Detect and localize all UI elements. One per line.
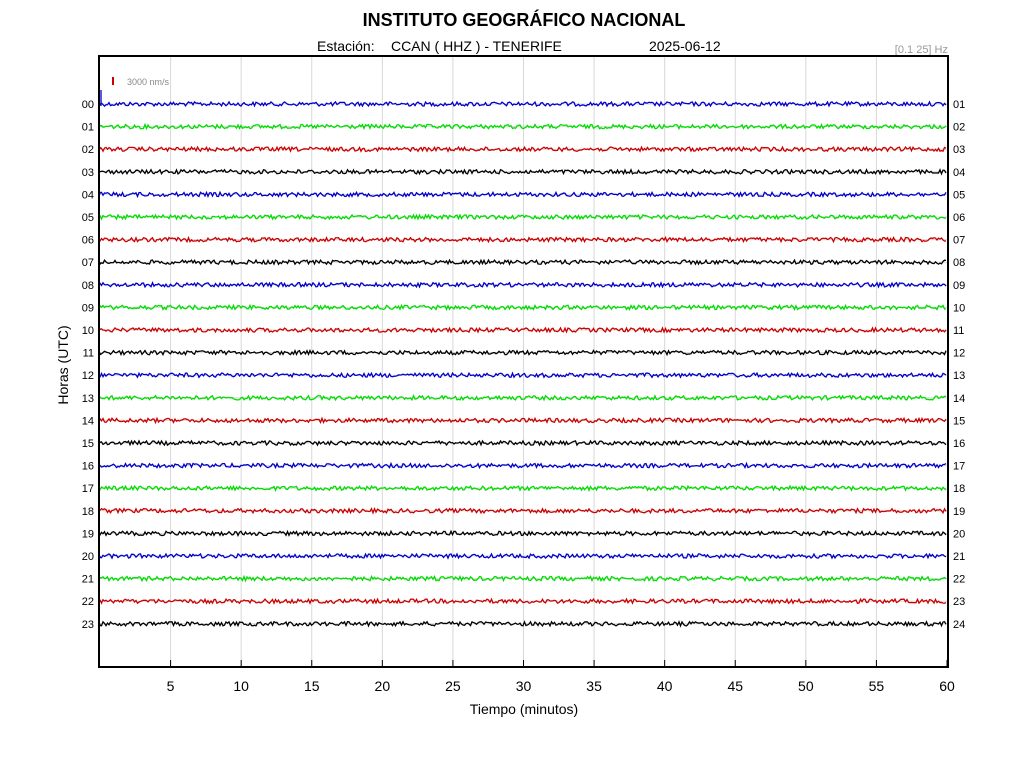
hour-label-right: 11	[953, 325, 964, 337]
hour-label-left: 02	[82, 144, 94, 156]
hour-label-left: 08	[82, 280, 94, 292]
x-tick-label: 35	[586, 678, 602, 694]
x-axis-ticks: 5 10 15 20 25 30 35 40 45 50 55 60	[167, 660, 955, 694]
station-label: CCAN ( HHZ ) - TENERIFE	[391, 38, 562, 54]
trace-15	[99, 439, 947, 447]
trace-10	[99, 326, 947, 334]
filter-band-label: [0.1 25] Hz	[895, 44, 948, 56]
hour-label-left: 09	[82, 302, 94, 314]
traces	[99, 90, 947, 628]
hour-label-right: 21	[953, 551, 965, 563]
x-tick-label: 5	[167, 678, 175, 694]
trace-09	[99, 303, 947, 312]
hour-label-right: 01	[953, 99, 965, 111]
hour-label-right: 02	[953, 122, 965, 134]
hour-label-right: 14	[953, 393, 965, 405]
hour-label-right: 07	[953, 235, 965, 247]
hour-label-right: 16	[953, 438, 965, 450]
scale-label: 3000 nm/s	[127, 77, 170, 87]
hour-label-left: 13	[82, 393, 94, 405]
trace-00	[99, 100, 947, 108]
x-tick-label: 55	[869, 678, 885, 694]
hour-label-left: 17	[82, 483, 94, 495]
hour-label-right: 20	[953, 528, 965, 540]
x-tick-label: 10	[233, 678, 249, 694]
hour-label-left: 10	[82, 325, 94, 337]
y-axis-label: Horas (UTC)	[55, 325, 71, 404]
x-tick-label: 60	[939, 678, 955, 694]
hour-label-right: 09	[953, 280, 965, 292]
hour-label-right: 03	[953, 144, 965, 156]
hour-label-left: 01	[82, 122, 94, 134]
hour-label-left: 05	[82, 212, 94, 224]
hour-label-left: 23	[82, 619, 94, 631]
x-tick-label: 40	[657, 678, 673, 694]
hour-label-left: 15	[82, 438, 94, 450]
hour-label-left: 11	[83, 348, 94, 360]
trace-20	[99, 552, 947, 560]
x-tick-label: 30	[516, 678, 532, 694]
hour-label-left: 06	[82, 235, 94, 247]
trace-11	[99, 348, 947, 357]
station-prefix: Estación:	[317, 38, 375, 54]
trace-02	[99, 145, 947, 153]
hour-label-left: 00	[82, 99, 94, 111]
hour-label-right: 05	[953, 189, 965, 201]
hour-label-right: 15	[953, 415, 965, 427]
hour-label-right: 12	[953, 348, 965, 360]
hour-label-left: 12	[82, 370, 94, 382]
hour-label-left: 03	[82, 167, 94, 179]
hour-label-right: 24	[953, 619, 965, 631]
trace-23	[99, 620, 947, 628]
x-tick-label: 15	[304, 678, 320, 694]
x-tick-label: 25	[445, 678, 461, 694]
trace-14	[99, 416, 947, 425]
hour-label-left: 18	[82, 506, 94, 518]
trace-12	[99, 371, 947, 379]
hour-label-left: 20	[82, 551, 94, 563]
hour-label-right: 10	[953, 302, 965, 314]
x-tick-label: 20	[375, 678, 391, 694]
trace-08	[99, 280, 947, 289]
trace-21	[99, 574, 947, 583]
hour-label-right: 18	[953, 483, 965, 495]
hour-label-right: 17	[953, 461, 965, 473]
hour-label-left: 22	[82, 596, 94, 608]
hour-label-left: 16	[82, 461, 94, 473]
hour-label-left: 19	[82, 528, 94, 540]
hour-label-right: 23	[953, 596, 965, 608]
right-hour-ticks: 01 02 03 04 05 06 07 08 09 10 11 12 13 14 15 16 17 18 19 20…	[953, 99, 965, 631]
trace-22	[99, 597, 947, 605]
hour-label-right: 22	[953, 574, 965, 586]
hour-label-right: 13	[953, 370, 965, 382]
hour-label-right: 04	[953, 167, 965, 179]
chart-title: INSTITUTO GEOGRÁFICO NACIONAL	[363, 9, 686, 30]
trace-05	[99, 213, 947, 221]
plot-frame	[98, 55, 949, 668]
hour-label-left: 21	[82, 574, 94, 586]
hour-label-left: 14	[82, 415, 94, 427]
x-tick-label: 45	[727, 678, 743, 694]
trace-16	[99, 461, 947, 470]
trace-18	[99, 506, 947, 515]
trace-17	[99, 484, 947, 493]
hour-label-right: 19	[953, 506, 965, 518]
hour-label-left: 04	[82, 189, 94, 201]
scale-bar	[112, 77, 114, 85]
x-tick-label: 50	[798, 678, 814, 694]
hour-label-right: 08	[953, 257, 965, 269]
trace-13	[99, 393, 947, 402]
trace-03	[99, 168, 947, 176]
left-hour-ticks: 00 01 02 03 04 05 06 07 08 09 10 11 12 13 14 15 16 17 18 19…	[82, 99, 94, 631]
date-label: 2025-06-12	[649, 38, 721, 54]
trace-01	[99, 122, 947, 131]
trace-06	[99, 235, 947, 244]
trace-04	[99, 190, 947, 199]
hour-label-right: 06	[953, 212, 965, 224]
x-axis-label: Tiempo (minutos)	[470, 701, 578, 717]
trace-19	[99, 529, 947, 538]
hour-label-left: 07	[82, 257, 94, 269]
trace-07	[99, 258, 947, 266]
